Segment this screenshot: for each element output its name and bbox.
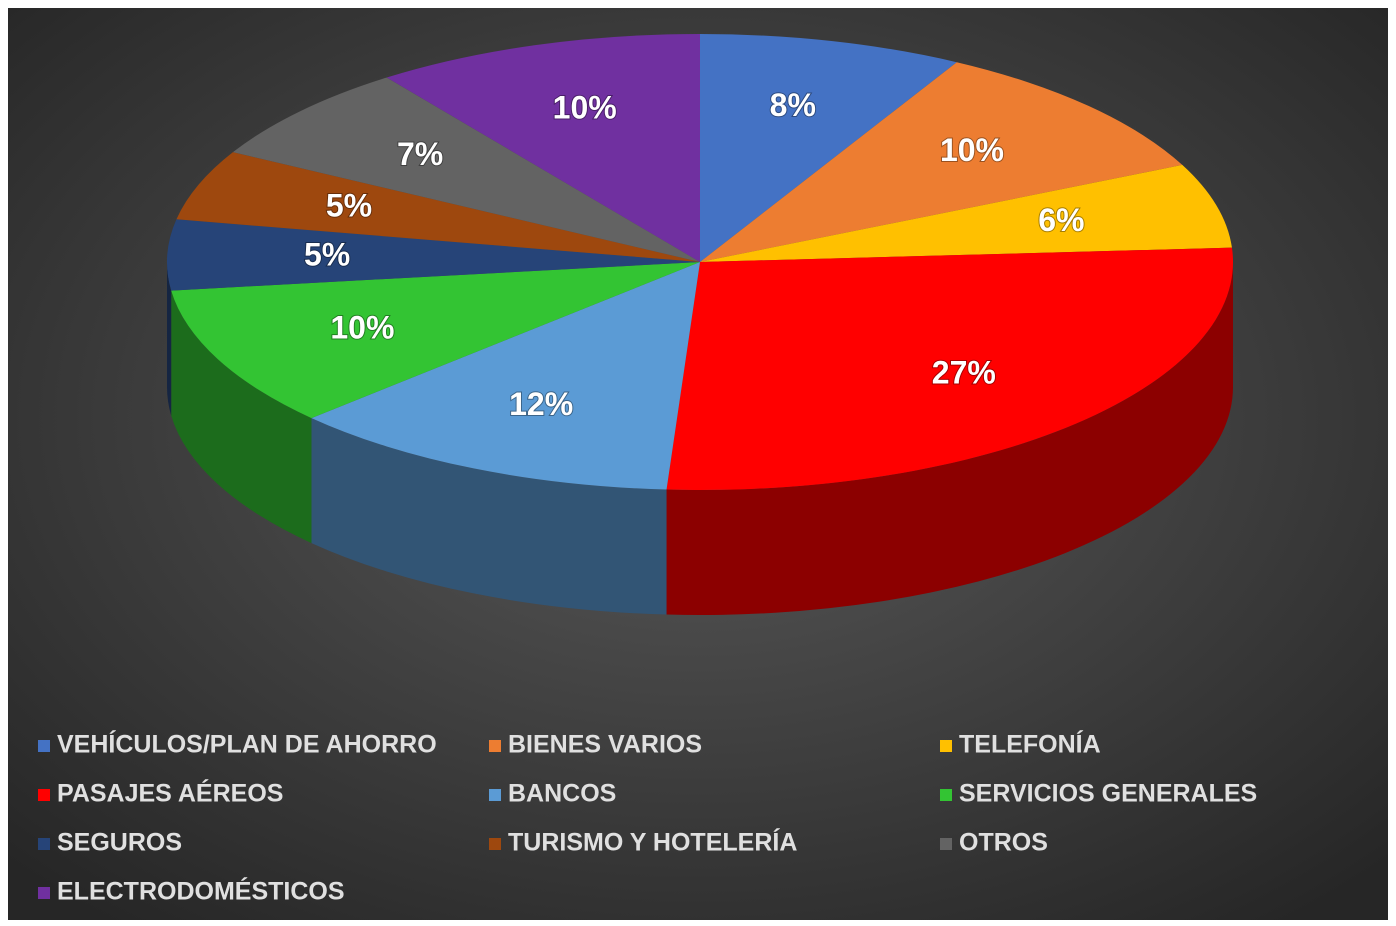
legend-label: PASAJES AÉREOS — [57, 779, 283, 808]
legend-swatch — [940, 789, 952, 801]
pie-slice — [311, 262, 700, 490]
pie-side — [171, 290, 312, 544]
legend-swatch — [940, 740, 952, 752]
legend-label: ELECTRODOMÉSTICOS — [57, 877, 345, 906]
pie-slice — [232, 77, 701, 262]
legend-label: TELEFONÍA — [959, 730, 1101, 759]
pie-slice — [167, 219, 700, 291]
legend-label: SERVICIOS GENERALES — [959, 780, 1257, 808]
data-label: 7% — [397, 136, 443, 172]
data-label: 5% — [326, 187, 372, 223]
pie-slice — [700, 164, 1232, 262]
legend-swatch — [38, 789, 50, 801]
legend-swatch — [489, 789, 501, 801]
data-label: 27% — [932, 354, 996, 390]
legend-swatch — [940, 838, 952, 850]
data-label: 10% — [330, 309, 394, 345]
pie-slice — [700, 62, 1183, 263]
legend-label: OTROS — [959, 829, 1048, 857]
legend-swatch — [489, 740, 501, 752]
data-label: 12% — [509, 386, 573, 422]
pie-side — [167, 262, 172, 416]
legend-label: SEGUROS — [57, 829, 182, 857]
data-label: 5% — [304, 236, 350, 272]
data-label: 8% — [770, 87, 816, 123]
legend-label: BIENES VARIOS — [508, 731, 702, 759]
pie-side — [666, 262, 1233, 616]
pie-slice — [171, 262, 700, 419]
pie-slice — [176, 152, 700, 262]
legend-label: BANCOS — [508, 780, 616, 808]
legend-label: TURISMO Y HOTELERÍA — [508, 828, 797, 857]
pie-side — [311, 418, 667, 615]
legend-swatch — [38, 887, 50, 899]
legend-swatch — [38, 740, 50, 752]
pie-slice — [666, 247, 1233, 490]
legend-label: VEHÍCULOS/PLAN DE AHORRO — [57, 730, 437, 759]
legend-swatch — [489, 838, 501, 850]
pie-slice — [386, 34, 700, 262]
data-label: 10% — [553, 90, 617, 126]
pie-slice — [700, 34, 957, 262]
data-label: 10% — [940, 132, 1004, 168]
data-label: 6% — [1038, 202, 1084, 238]
legend-swatch — [38, 838, 50, 850]
